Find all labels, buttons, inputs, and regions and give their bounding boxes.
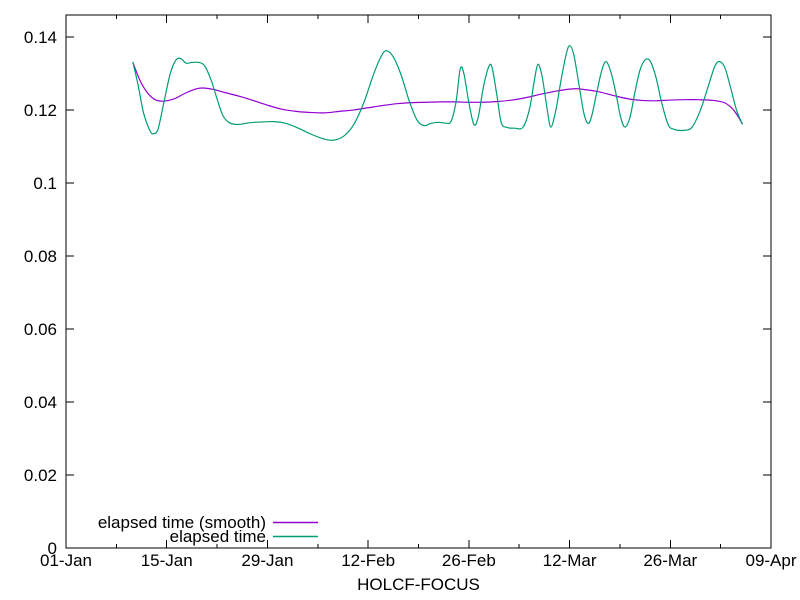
y-tick-label: 0.14 <box>24 28 57 47</box>
x-tick-label: 12-Feb <box>341 551 395 570</box>
x-tick-label: 26-Feb <box>442 551 496 570</box>
series-line-smooth <box>132 61 743 125</box>
x-tick-label: 09-Apr <box>745 551 796 570</box>
legend-label-smooth: elapsed time (smooth) <box>98 513 266 532</box>
x-tick-label: 15-Jan <box>141 551 193 570</box>
y-tick-label: 0.06 <box>24 320 57 339</box>
y-tick-label: 0.04 <box>24 393 57 412</box>
y-tick-label: 0.12 <box>24 101 57 120</box>
y-tick-label: 0 <box>48 539 57 558</box>
y-tick-label: 0.02 <box>24 466 57 485</box>
x-tick-label: 12-Mar <box>543 551 597 570</box>
y-tick-label: 0.1 <box>33 174 57 193</box>
x-tick-label: 29-Jan <box>241 551 293 570</box>
series-line-raw <box>132 45 743 141</box>
x-tick-label: 26-Mar <box>643 551 697 570</box>
y-tick-label: 0.08 <box>24 247 57 266</box>
x-axis-label: HOLCF-FOCUS <box>357 575 480 594</box>
plot-border <box>65 14 772 549</box>
x-tick-label: 01-Jan <box>40 551 92 570</box>
legend-label-raw: elapsed time <box>170 527 266 546</box>
